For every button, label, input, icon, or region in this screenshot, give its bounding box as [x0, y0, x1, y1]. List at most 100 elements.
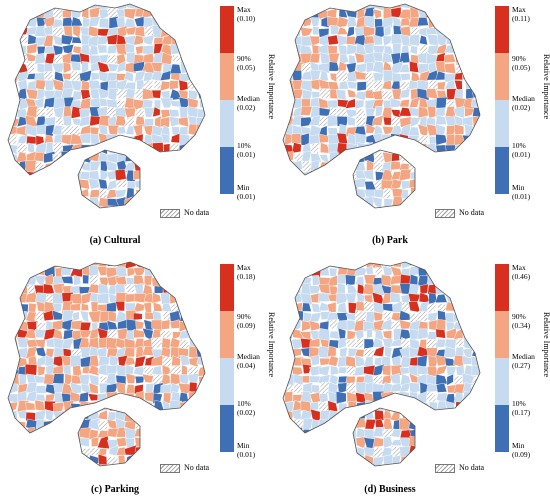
- legend-band-max: [220, 264, 234, 311]
- district: [143, 445, 155, 458]
- district: [89, 346, 101, 356]
- district: [70, 465, 83, 466]
- district: [151, 292, 162, 304]
- district: [45, 187, 55, 201]
- district: [206, 374, 215, 384]
- district: [179, 355, 190, 366]
- district: [132, 124, 143, 137]
- district-cells: [283, 4, 480, 208]
- district: [328, 61, 340, 72]
- district: [294, 302, 303, 312]
- district: [435, 114, 447, 126]
- district: [299, 455, 313, 466]
- district: [207, 427, 217, 440]
- district: [337, 418, 349, 430]
- district: [328, 207, 340, 208]
- district: [196, 123, 205, 137]
- district: [179, 410, 191, 421]
- district: [327, 400, 338, 413]
- district: [446, 7, 458, 18]
- district: [142, 463, 155, 466]
- district: [300, 70, 313, 81]
- district: [206, 153, 216, 163]
- district: [170, 151, 181, 164]
- district: [143, 205, 156, 208]
- district: [354, 196, 366, 208]
- region-outline: [7, 261, 206, 434]
- district: [37, 365, 46, 376]
- district: [186, 106, 199, 118]
- district: [437, 265, 448, 279]
- district: [150, 336, 164, 349]
- district: [417, 437, 430, 448]
- district: [373, 189, 384, 199]
- district: [390, 439, 402, 446]
- district: [61, 427, 74, 441]
- district: [301, 4, 313, 11]
- district: [390, 466, 403, 474]
- district: [409, 170, 419, 180]
- district: [471, 265, 480, 278]
- district: [8, 382, 12, 393]
- district: [374, 400, 385, 412]
- district: [344, 454, 357, 466]
- district: [134, 463, 145, 466]
- district: [454, 34, 465, 48]
- district: [18, 448, 29, 458]
- district: [206, 142, 217, 154]
- district: [409, 96, 420, 108]
- district: [60, 188, 74, 201]
- district: [309, 285, 322, 295]
- district: [34, 438, 48, 449]
- district: [97, 435, 110, 449]
- district: [318, 446, 331, 459]
- district: [161, 133, 170, 144]
- district: [300, 187, 312, 198]
- district: [419, 408, 431, 421]
- district: [8, 16, 20, 29]
- district: [52, 19, 64, 29]
- district: [283, 321, 285, 330]
- district: [187, 409, 199, 423]
- district: [143, 196, 154, 208]
- district: [207, 403, 217, 413]
- district: [409, 7, 420, 20]
- district: [346, 283, 359, 294]
- district: [8, 365, 9, 376]
- district: [399, 73, 411, 81]
- legend-band-90: [495, 311, 509, 358]
- district: [135, 456, 147, 466]
- district: [454, 72, 464, 81]
- district: [283, 401, 286, 413]
- district: [8, 426, 20, 440]
- district: [339, 188, 347, 199]
- district: [446, 366, 457, 376]
- district: [436, 196, 448, 208]
- district: [444, 435, 457, 448]
- district: [335, 391, 347, 405]
- district: [471, 188, 480, 200]
- district: [160, 90, 171, 99]
- district: [44, 446, 53, 458]
- district: [317, 62, 331, 74]
- district: [283, 55, 284, 64]
- district: [416, 196, 431, 207]
- district: [45, 141, 54, 154]
- district: [8, 463, 10, 466]
- district: [461, 199, 475, 207]
- district: [125, 372, 136, 384]
- district: [43, 25, 54, 36]
- district: [124, 8, 137, 20]
- district: [462, 302, 474, 313]
- district: [208, 285, 218, 295]
- district: [160, 262, 173, 268]
- district: [472, 319, 480, 331]
- district: [390, 178, 403, 191]
- district: [434, 276, 446, 287]
- district: [45, 124, 55, 137]
- district: [481, 374, 492, 383]
- district: [207, 80, 218, 92]
- legend-label-min: Min (0.01): [237, 183, 256, 201]
- district: [188, 4, 200, 11]
- district: [177, 444, 191, 458]
